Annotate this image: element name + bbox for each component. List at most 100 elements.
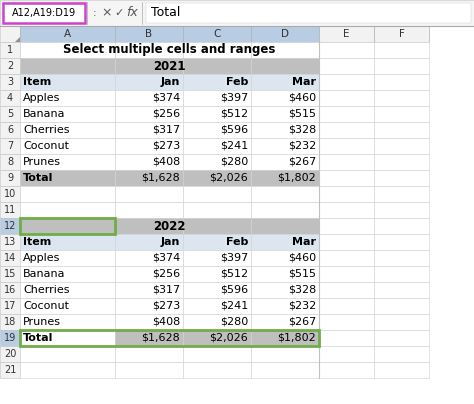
Bar [319,346,374,362]
Text: $267: $267 [288,157,316,167]
Bar [319,42,374,58]
Text: 17: 17 [4,301,16,311]
Bar [374,362,429,378]
Bar [20,106,115,122]
Bar [374,218,429,234]
Bar [115,186,183,202]
Bar [374,202,429,218]
Text: Banana: Banana [23,109,65,119]
Text: Item: Item [23,77,51,87]
Text: $273: $273 [152,141,180,151]
Bar [374,138,429,154]
Bar [115,26,183,42]
Bar [251,170,319,186]
Bar [115,74,183,90]
Text: $596: $596 [220,125,248,135]
Bar [374,234,429,250]
Bar [20,42,115,58]
Bar [20,122,115,138]
Bar [115,314,183,330]
Text: Cherries: Cherries [23,125,70,135]
Bar [251,26,319,42]
Bar [20,330,319,346]
Bar [251,234,319,250]
Bar [0,266,20,282]
Bar [0,234,20,250]
Bar [20,266,115,282]
Bar [319,234,374,250]
Text: 3: 3 [7,77,13,87]
Text: ✓: ✓ [114,8,124,18]
Text: $512: $512 [220,109,248,119]
Bar [146,3,471,23]
Bar [115,106,183,122]
Bar [319,298,374,314]
Text: 10: 10 [4,189,16,199]
Bar [251,298,319,314]
Bar [319,154,374,170]
Text: $273: $273 [152,301,180,311]
Bar [115,90,183,106]
Bar [251,250,319,266]
Text: Mar: Mar [292,237,316,247]
Bar [251,186,319,202]
Bar [115,218,183,234]
Bar [0,106,20,122]
Bar [0,26,20,42]
Bar [319,90,374,106]
Bar [183,186,251,202]
Text: D: D [281,29,289,39]
Bar [115,250,183,266]
Text: $460: $460 [288,93,316,103]
Bar [183,218,251,234]
Bar [20,218,115,234]
Bar [183,202,251,218]
Text: Jan: Jan [161,77,180,87]
Bar [115,42,183,58]
Bar [0,314,20,330]
Text: A: A [64,29,71,39]
Bar [20,330,115,346]
Bar [0,202,20,218]
Text: $280: $280 [220,317,248,327]
Bar [0,58,20,74]
Bar [319,282,374,298]
Bar [20,298,115,314]
Bar [251,122,319,138]
Bar [183,362,251,378]
Bar [251,282,319,298]
Bar [0,298,20,314]
Bar [115,330,183,346]
Bar [20,74,115,90]
Bar [20,362,115,378]
Bar [374,58,429,74]
Bar [0,170,20,186]
Text: Total: Total [23,333,54,343]
Bar [0,122,20,138]
Bar [374,90,429,106]
Text: 18: 18 [4,317,16,327]
Text: $232: $232 [288,301,316,311]
Bar [20,250,115,266]
Bar [20,282,115,298]
Text: $2,026: $2,026 [209,333,248,343]
Text: $232: $232 [288,141,316,151]
Bar [183,90,251,106]
Text: 13: 13 [4,237,16,247]
Text: ×: × [102,6,112,19]
Text: $512: $512 [220,269,248,279]
Bar [115,122,183,138]
Bar [183,138,251,154]
Text: Total: Total [23,333,54,343]
Bar [319,74,374,90]
Bar [251,314,319,330]
Text: 15: 15 [4,269,16,279]
Bar [183,106,251,122]
Bar [0,74,20,90]
Bar [319,314,374,330]
Bar [183,234,251,250]
Bar [115,202,183,218]
Bar [0,90,20,106]
Bar [115,154,183,170]
Bar [183,250,251,266]
